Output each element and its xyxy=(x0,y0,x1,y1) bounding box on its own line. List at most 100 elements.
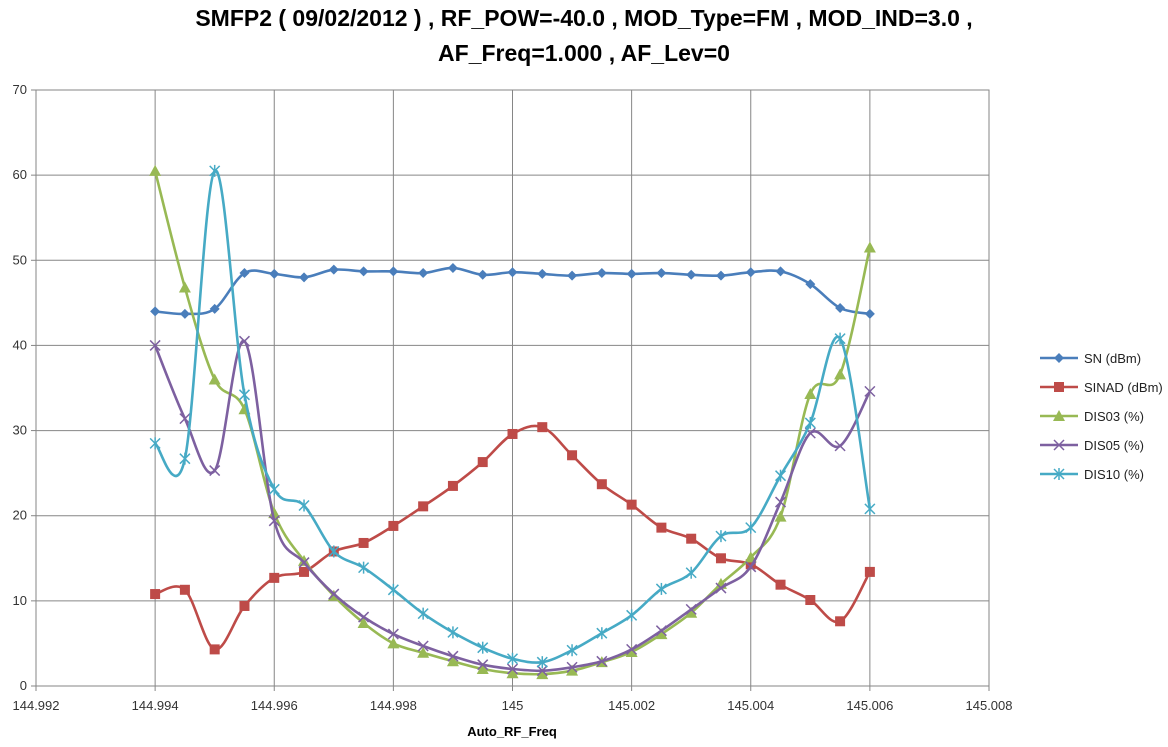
y-tick-label: 70 xyxy=(13,82,27,97)
data-point xyxy=(447,650,459,662)
series-sn-dbm xyxy=(150,262,875,319)
data-point xyxy=(387,637,400,649)
data-point xyxy=(715,270,726,281)
y-tick-label: 30 xyxy=(13,423,27,438)
data-point xyxy=(446,655,459,667)
data-point xyxy=(447,480,458,491)
data-point xyxy=(567,270,578,281)
data-point xyxy=(179,413,191,425)
series-group xyxy=(149,164,876,680)
data-point xyxy=(418,501,429,512)
data-point xyxy=(864,502,876,515)
data-point xyxy=(298,499,310,512)
legend-label: DIS03 (%) xyxy=(1084,409,1144,424)
x-axis-title: Auto_RF_Freq xyxy=(467,724,557,739)
data-point xyxy=(388,266,399,277)
data-point xyxy=(804,387,817,399)
data-point xyxy=(149,437,161,450)
legend-item-dis05: DIS05 (%) xyxy=(1040,438,1144,453)
y-tick-label: 0 xyxy=(20,678,27,693)
legend-label: SINAD (dBm) xyxy=(1084,380,1163,395)
data-point xyxy=(775,579,786,590)
data-point xyxy=(864,566,875,577)
data-point xyxy=(476,662,489,674)
data-point xyxy=(745,559,756,570)
x-tick-label: 144.996 xyxy=(251,698,298,713)
data-point xyxy=(566,664,579,676)
data-point xyxy=(775,496,787,508)
data-point xyxy=(774,510,787,522)
legend-label: DIS10 (%) xyxy=(1084,467,1144,482)
data-point xyxy=(745,267,756,278)
data-point xyxy=(358,611,370,623)
data-point xyxy=(596,268,607,279)
x-tick-label: 145.008 xyxy=(966,698,1013,713)
data-point xyxy=(477,457,488,468)
data-point xyxy=(477,659,489,671)
x-tick-label: 145 xyxy=(502,698,524,713)
data-point xyxy=(269,572,280,583)
data-point xyxy=(775,469,787,482)
data-point xyxy=(269,268,280,279)
data-point xyxy=(506,652,519,665)
data-point xyxy=(328,264,339,275)
x-tick-label: 144.998 xyxy=(370,698,417,713)
data-point xyxy=(596,627,608,640)
data-point xyxy=(655,625,667,637)
data-point xyxy=(834,440,846,452)
series-dis10 xyxy=(149,164,876,669)
data-point xyxy=(507,428,518,439)
data-point xyxy=(626,609,638,622)
data-point xyxy=(299,566,310,577)
gridlines xyxy=(35,89,990,687)
data-point xyxy=(715,530,727,543)
series-dis05 xyxy=(149,335,876,677)
data-point xyxy=(506,667,519,679)
legend-item-sn-dbm: SN (dBm) xyxy=(1040,351,1141,366)
data-point xyxy=(477,269,488,280)
data-point xyxy=(715,582,727,594)
data-point xyxy=(209,303,220,314)
data-point xyxy=(268,515,280,527)
data-point xyxy=(656,522,667,533)
x-tick-label: 145.002 xyxy=(608,698,655,713)
data-point xyxy=(387,628,399,640)
data-point xyxy=(179,308,190,319)
data-point xyxy=(358,266,369,277)
data-point xyxy=(418,268,429,279)
data-point xyxy=(388,520,399,531)
data-point xyxy=(209,644,220,655)
data-point xyxy=(417,607,429,620)
data-point xyxy=(507,267,518,278)
legend-marker xyxy=(1054,382,1064,392)
y-axis-ticks: 0 10 20 30 40 50 60 70 xyxy=(13,82,36,693)
data-point xyxy=(477,641,489,654)
data-point xyxy=(506,663,519,675)
chart-title-line-1: SMFP2 ( 09/02/2012 ) , RF_POW=-40.0 , MO… xyxy=(195,5,972,31)
data-point xyxy=(655,582,667,595)
data-point xyxy=(357,616,370,628)
legend-item-sinad-dbm: SINAD (dBm) xyxy=(1040,380,1163,395)
legend: SN (dBm) SINAD (dBm) DIS03 (%) DIS05 (%) DIS… xyxy=(1040,351,1163,482)
data-point xyxy=(447,626,459,639)
legend-marker xyxy=(1054,353,1064,363)
data-point xyxy=(567,450,578,461)
data-point xyxy=(745,521,757,534)
data-point xyxy=(804,416,816,429)
x-tick-label: 144.992 xyxy=(13,698,60,713)
x-axis-ticks: 144.992 144.994 144.996 144.998 145 145.002 14… xyxy=(13,686,1013,713)
data-point xyxy=(537,422,548,433)
data-point xyxy=(150,306,161,317)
data-point xyxy=(328,588,340,600)
data-point xyxy=(150,589,161,600)
data-point xyxy=(238,388,250,401)
data-point xyxy=(299,272,310,283)
legend-item-dis03: DIS03 (%) xyxy=(1040,409,1144,424)
data-point xyxy=(864,308,875,319)
data-point xyxy=(149,339,161,351)
data-point xyxy=(268,483,280,496)
data-point xyxy=(864,385,876,397)
data-point xyxy=(447,262,458,273)
x-tick-label: 145.006 xyxy=(846,698,893,713)
